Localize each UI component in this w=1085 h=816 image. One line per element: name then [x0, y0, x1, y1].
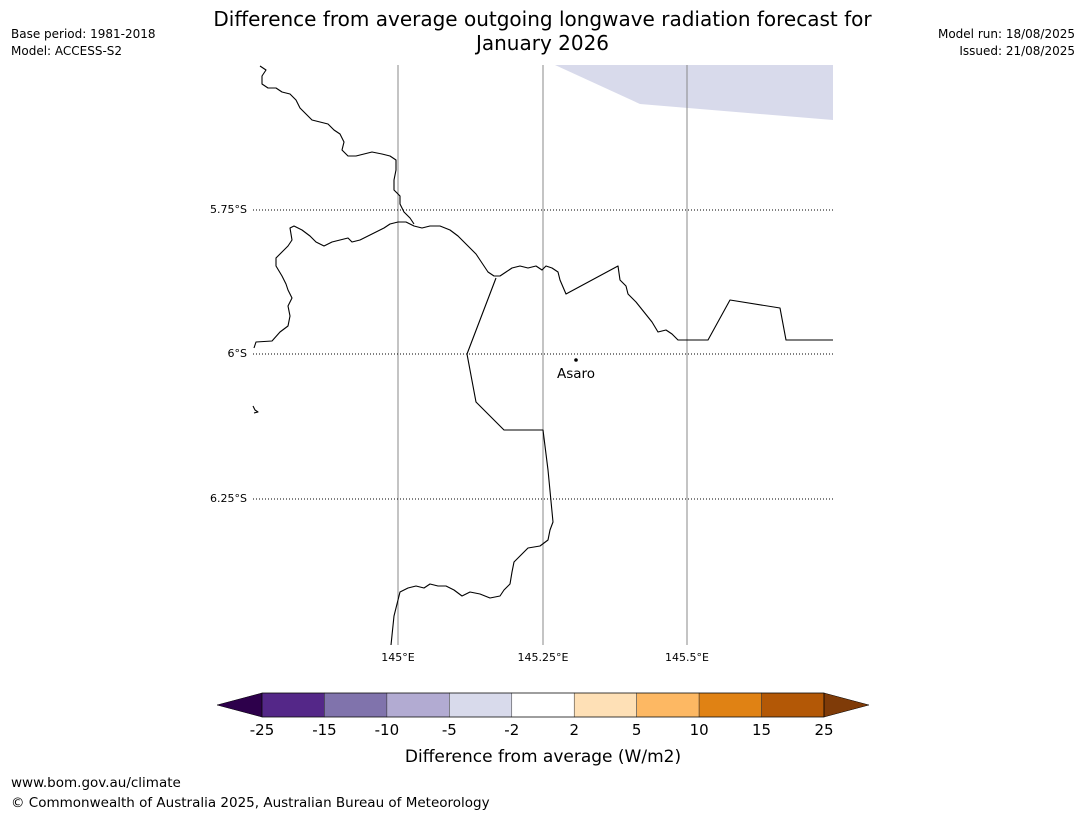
colorbar-bin: [324, 692, 388, 718]
colorbar-bin: [511, 692, 575, 718]
lat-label-6: 6°S: [228, 347, 247, 360]
title-line-2: January 2026: [475, 31, 610, 55]
colorbar-title: Difference from average (W/m2): [405, 747, 681, 767]
longitude-labels: 145°E 145.25°E 145.5°E: [381, 651, 709, 664]
lon-label-145: 145°E: [381, 651, 414, 664]
boundary-central: [253, 221, 833, 349]
colorbar-under-arrow: [216, 692, 263, 718]
colorbar-bin: [449, 692, 513, 718]
lon-label-145-5: 145.5°E: [665, 651, 709, 664]
colorbar-outline: [261, 692, 825, 718]
latitude-labels: 5.75°S 6°S 6.25°S: [210, 203, 247, 505]
colorbar-ticks: -25 -15 -10 -5 -2 2 5 10 15 25: [250, 721, 834, 739]
colorbar-tick-label: -2: [504, 721, 519, 739]
colorbar-tick-label: -10: [375, 721, 400, 739]
colorbar-bin: [573, 692, 637, 718]
colorbar-bin: [636, 692, 700, 718]
colorbar-bins: [261, 692, 825, 718]
footer-copyright: © Commonwealth of Australia 2025, Austra…: [11, 795, 490, 811]
latitude-gridlines: [253, 209, 833, 500]
colorbar: -25 -15 -10 -5 -2 2 5 10 15 25 Difference from av…: [216, 692, 870, 767]
boundary-fragment: [252, 405, 259, 414]
meta-right: Model run: 18/08/2025 Issued: 21/08/2025: [938, 26, 1075, 60]
asaro-marker: [574, 358, 578, 362]
colorbar-tick-label: -25: [250, 721, 275, 739]
issued-date: Issued: 21/08/2025: [959, 44, 1075, 58]
title-line-1: Difference from average outgoing longwav…: [213, 7, 872, 31]
boundary-north: [259, 65, 415, 225]
anomaly-shading: [555, 65, 833, 120]
map-title: Difference from average outgoing longwav…: [150, 7, 935, 55]
model-run: Model run: 18/08/2025: [937, 27, 1075, 41]
asaro-label: Asaro: [557, 366, 595, 382]
colorbar-bin: [261, 692, 325, 718]
lat-label-6-25: 6.25°S: [210, 492, 247, 505]
boundary-south: [390, 277, 554, 646]
colorbar-tick-label: 5: [632, 721, 642, 739]
colorbar-bin: [698, 692, 762, 718]
colorbar-tick-label: -5: [442, 721, 457, 739]
colorbar-tick-label: -15: [312, 721, 337, 739]
colorbar-tick-label: 2: [569, 721, 579, 739]
colorbar-bin: [761, 692, 825, 718]
base-period: Base period: 1981-2018: [11, 27, 156, 41]
colorbar-tick-label: 25: [814, 721, 833, 739]
colorbar-over-arrow: [823, 692, 870, 718]
longitude-gridlines: [397, 65, 688, 645]
model-name: Model: ACCESS-S2: [11, 44, 123, 58]
colorbar-bin: [386, 692, 450, 718]
colorbar-tick-label: 10: [690, 721, 709, 739]
colorbar-tick-label: 15: [752, 721, 771, 739]
meta-left: Base period: 1981-2018 Model: ACCESS-S2: [11, 26, 156, 60]
lon-label-145-25: 145.25°E: [518, 651, 569, 664]
lat-label-5-75: 5.75°S: [210, 203, 247, 216]
boundaries: [252, 65, 833, 646]
footer-url: www.bom.gov.au/climate: [11, 775, 181, 791]
